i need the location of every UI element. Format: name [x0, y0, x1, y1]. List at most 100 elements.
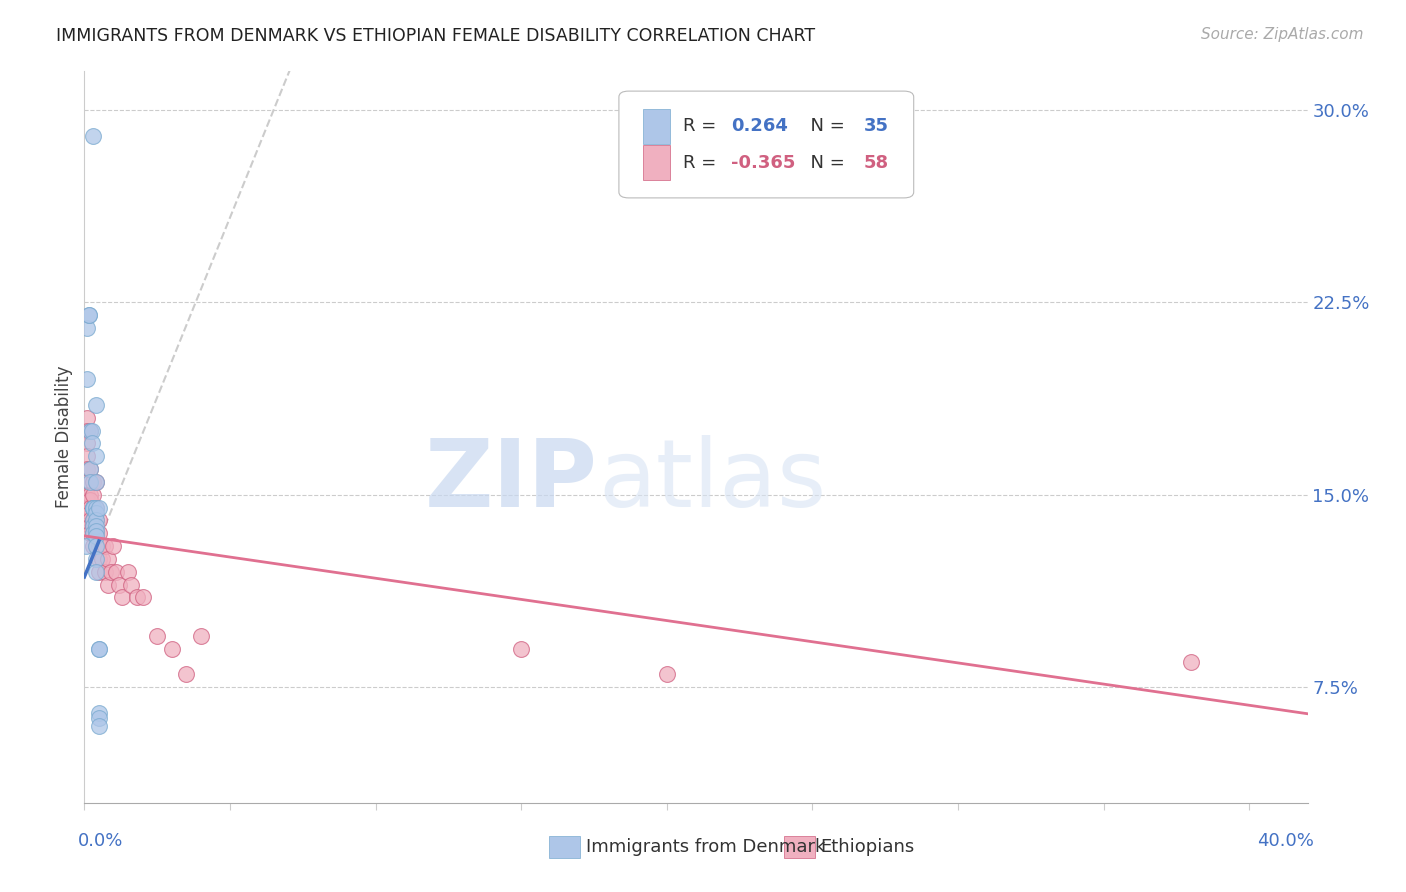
Point: [79, 492, 101, 507]
Point: [84, 500, 107, 515]
Point: [510, 641, 533, 656]
Point: [76, 506, 98, 520]
Point: [76, 321, 98, 335]
Point: [76, 500, 98, 515]
Point: [93, 539, 115, 553]
Text: 35: 35: [863, 117, 889, 136]
Point: [84, 526, 107, 541]
Point: [160, 641, 183, 656]
Point: [131, 591, 153, 605]
Point: [90, 552, 112, 566]
FancyBboxPatch shape: [619, 91, 914, 198]
Point: [79, 518, 101, 533]
Point: [82, 514, 104, 528]
Point: [79, 462, 101, 476]
Point: [90, 539, 112, 553]
Point: [655, 667, 678, 681]
Point: [146, 629, 169, 643]
Text: ZIP: ZIP: [425, 435, 598, 527]
Point: [80, 436, 103, 450]
Point: [84, 518, 107, 533]
Text: N =: N =: [799, 153, 851, 172]
Text: Source: ZipAtlas.com: Source: ZipAtlas.com: [1201, 27, 1364, 42]
Point: [97, 552, 120, 566]
Point: [79, 475, 101, 489]
Point: [84, 565, 107, 579]
Text: -0.365: -0.365: [731, 153, 796, 172]
Point: [79, 514, 101, 528]
Text: 58: 58: [863, 153, 889, 172]
Point: [84, 524, 107, 538]
Point: [117, 565, 139, 579]
Point: [84, 529, 107, 543]
Point: [1180, 655, 1202, 669]
Point: [79, 500, 101, 515]
Text: 40.0%: 40.0%: [1257, 832, 1313, 850]
Point: [76, 462, 98, 476]
Text: atlas: atlas: [598, 435, 827, 527]
Text: 0.0%: 0.0%: [79, 832, 124, 850]
Point: [79, 462, 101, 476]
Point: [82, 518, 104, 533]
Point: [82, 488, 104, 502]
Point: [87, 711, 110, 725]
Point: [79, 424, 101, 438]
Point: [77, 308, 100, 322]
Text: Immigrants from Denmark: Immigrants from Denmark: [586, 838, 825, 855]
Point: [80, 424, 103, 438]
Point: [82, 514, 104, 528]
Point: [100, 565, 122, 579]
Y-axis label: Female Disability: Female Disability: [55, 366, 73, 508]
Point: [82, 500, 104, 515]
Point: [125, 591, 148, 605]
Point: [108, 577, 131, 591]
Point: [84, 539, 107, 553]
Point: [84, 514, 107, 528]
Point: [76, 424, 98, 438]
Text: R =: R =: [682, 153, 721, 172]
Point: [82, 500, 104, 515]
Point: [82, 128, 104, 143]
Point: [84, 500, 107, 515]
Point: [79, 488, 101, 502]
Point: [82, 500, 104, 515]
Text: Ethiopians: Ethiopians: [821, 838, 915, 855]
Point: [84, 450, 107, 464]
Point: [87, 500, 110, 515]
Point: [93, 565, 115, 579]
Point: [76, 372, 98, 386]
Point: [97, 577, 120, 591]
Point: [76, 436, 98, 450]
Point: [84, 506, 107, 520]
Text: 0.264: 0.264: [731, 117, 789, 136]
Point: [82, 539, 104, 553]
Point: [84, 539, 107, 553]
Point: [76, 450, 98, 464]
Point: [111, 591, 134, 605]
Point: [87, 514, 110, 528]
Point: [82, 526, 104, 541]
Point: [75, 539, 97, 553]
Point: [84, 552, 107, 566]
Text: IMMIGRANTS FROM DENMARK VS ETHIOPIAN FEMALE DISABILITY CORRELATION CHART: IMMIGRANTS FROM DENMARK VS ETHIOPIAN FEM…: [56, 27, 815, 45]
FancyBboxPatch shape: [550, 836, 579, 858]
Point: [87, 565, 110, 579]
Point: [103, 539, 125, 553]
Point: [87, 539, 110, 553]
Text: R =: R =: [682, 117, 721, 136]
Point: [79, 424, 101, 438]
Point: [87, 641, 110, 656]
Point: [120, 577, 142, 591]
Point: [82, 475, 104, 489]
Point: [76, 410, 98, 425]
FancyBboxPatch shape: [785, 836, 814, 858]
Point: [105, 565, 128, 579]
Point: [87, 719, 110, 733]
Point: [87, 552, 110, 566]
Point: [82, 518, 104, 533]
Point: [84, 398, 107, 412]
Point: [190, 629, 212, 643]
Point: [84, 475, 107, 489]
Point: [79, 526, 101, 541]
Point: [87, 526, 110, 541]
